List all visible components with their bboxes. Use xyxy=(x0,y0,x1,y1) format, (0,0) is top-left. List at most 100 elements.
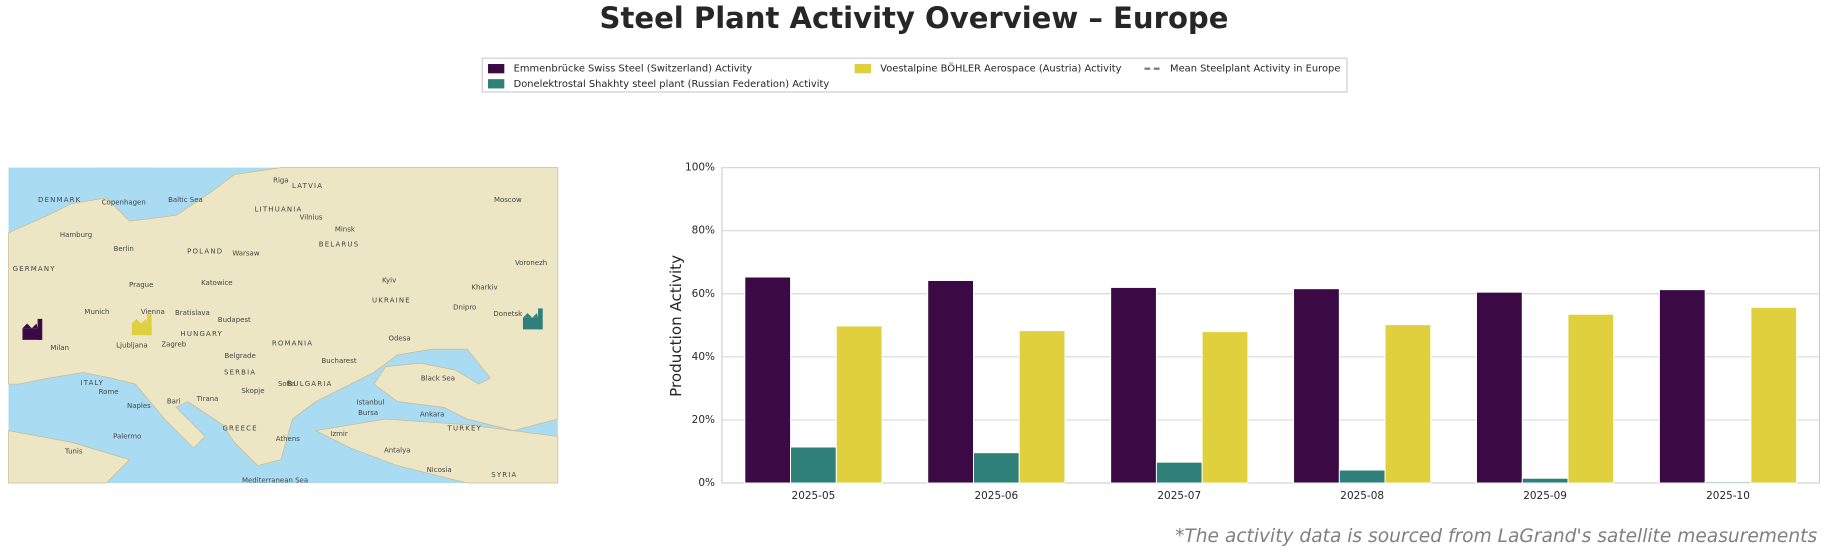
y-tick-label: 20% xyxy=(692,414,715,426)
map-label: ROMANIA xyxy=(272,339,313,347)
map-labels: Riga LATVIA DENMARK Copenhagen Baltic Sea LIT… xyxy=(13,176,548,484)
x-tick-label: 2025-05 xyxy=(792,490,836,502)
bar xyxy=(1521,477,1569,484)
map-label: Izmir xyxy=(330,430,347,438)
bar xyxy=(1155,461,1203,484)
x-tick-label: 2025-09 xyxy=(1523,490,1567,502)
map-label: Ljubljana xyxy=(116,342,147,350)
bar xyxy=(1658,289,1706,484)
map-label: Black Sea xyxy=(421,374,455,382)
plant-markers xyxy=(22,308,543,340)
map-label: SERBIA xyxy=(224,368,256,376)
bar xyxy=(744,276,792,484)
plant-icon xyxy=(522,317,542,330)
map-label: Belgrade xyxy=(224,352,255,360)
map-label: Bari xyxy=(167,398,181,406)
legend-label: Mean Steelplant Activity in Europe xyxy=(1170,64,1340,75)
map-label: Dnipro xyxy=(453,303,476,311)
map-label: GERMANY xyxy=(13,265,56,273)
map-label: Warsaw xyxy=(232,250,259,258)
map-label: Vienna xyxy=(141,308,165,316)
map-label: Antalya xyxy=(384,446,411,454)
legend-label: Voestalpine BÖHLER Aerospace (Austria) A… xyxy=(880,62,1121,75)
plant-icon xyxy=(37,318,43,340)
map-label: Katowice xyxy=(201,279,232,287)
map-label: Vilnius xyxy=(300,214,323,222)
map-label: Moscow xyxy=(494,196,522,204)
map-label: Athens xyxy=(276,435,300,443)
map-label: SYRIA xyxy=(491,471,517,479)
x-tick-label: 2025-07 xyxy=(1157,490,1201,502)
x-tick-label: 2025-08 xyxy=(1340,490,1384,502)
bar xyxy=(1704,481,1752,484)
map-label: Tirana xyxy=(196,395,219,403)
x-tick-label: 2025-10 xyxy=(1706,490,1750,502)
map-label: Budapest xyxy=(218,316,251,324)
bar xyxy=(790,446,837,484)
legend: Emmenbrücke Swiss Steel (Switzerland) Ac… xyxy=(488,62,1340,90)
map-label: Skopje xyxy=(241,387,264,395)
bar xyxy=(1293,288,1340,484)
legend-marker xyxy=(488,79,505,89)
map-label: Munich xyxy=(84,308,109,316)
map-label: Kyiv xyxy=(382,276,396,284)
map-label: Donetsk xyxy=(493,310,523,318)
x-tick-label: 2025-06 xyxy=(974,490,1018,502)
map-land xyxy=(8,430,131,484)
map-label: Palermo xyxy=(113,432,141,440)
title: Steel Plant Activity Overview – Europe xyxy=(600,1,1229,35)
plant-icon xyxy=(22,323,38,329)
map-label: Bratislava xyxy=(175,309,210,317)
bar-chart: Production Activity 0% 20% 40% 60% 80% 100% 20… xyxy=(667,162,1821,502)
map-label: Copenhagen xyxy=(102,199,146,207)
map-land xyxy=(8,167,559,466)
bar xyxy=(1384,324,1432,484)
map-label: Riga xyxy=(273,176,288,184)
map-label: BULGARIA xyxy=(287,380,332,388)
map-label: Baltic Sea xyxy=(168,196,203,204)
map-label: TURKEY xyxy=(447,424,482,432)
bar xyxy=(1750,306,1798,484)
bar xyxy=(1201,331,1249,484)
map-label: UKRAINE xyxy=(372,296,411,304)
y-tick-label: 60% xyxy=(692,288,715,300)
map-label: Ankara xyxy=(420,410,445,418)
plant-icon xyxy=(522,313,539,318)
map-label: Rome xyxy=(99,388,119,396)
map-label: DENMARK xyxy=(38,196,81,204)
map-label: Kharkiv xyxy=(471,283,497,291)
map-label: Naples xyxy=(127,402,151,410)
map-label: Nicosia xyxy=(427,466,452,474)
map-label: GREECE xyxy=(222,424,257,432)
bar xyxy=(835,325,883,484)
map-label: Minsk xyxy=(335,225,356,233)
map: Riga LATVIA DENMARK Copenhagen Baltic Sea LIT… xyxy=(8,167,559,485)
map-label: Voronezh xyxy=(515,259,547,267)
y-tick-label: 40% xyxy=(692,351,715,363)
y-tick-label: 0% xyxy=(698,477,715,489)
map-label: POLAND xyxy=(187,247,223,255)
legend-marker xyxy=(488,64,505,74)
map-label: Sofia xyxy=(278,380,295,388)
map-label: BELARUS xyxy=(319,240,360,248)
plant-icon xyxy=(147,314,152,336)
bar xyxy=(1476,291,1523,484)
bar xyxy=(1018,330,1066,484)
bar xyxy=(927,280,974,484)
map-label: Bursa xyxy=(358,409,378,417)
bar xyxy=(973,452,1020,484)
y-tick-label: 80% xyxy=(692,225,715,237)
map-label: LITHUANIA xyxy=(255,205,303,213)
footnote: *The activity data is sourced from LaGra… xyxy=(1175,526,1817,547)
y-tick-label: 100% xyxy=(685,162,715,174)
map-label: Prague xyxy=(129,281,153,289)
map-label: Mediterranean Sea xyxy=(242,477,308,485)
map-label: LATVIA xyxy=(292,182,323,190)
plant-icon xyxy=(538,308,543,330)
bar xyxy=(1567,313,1615,484)
legend-marker xyxy=(854,64,871,74)
map-label: ITALY xyxy=(81,379,105,387)
bar xyxy=(1338,469,1386,484)
map-label: Berlin xyxy=(114,245,134,253)
